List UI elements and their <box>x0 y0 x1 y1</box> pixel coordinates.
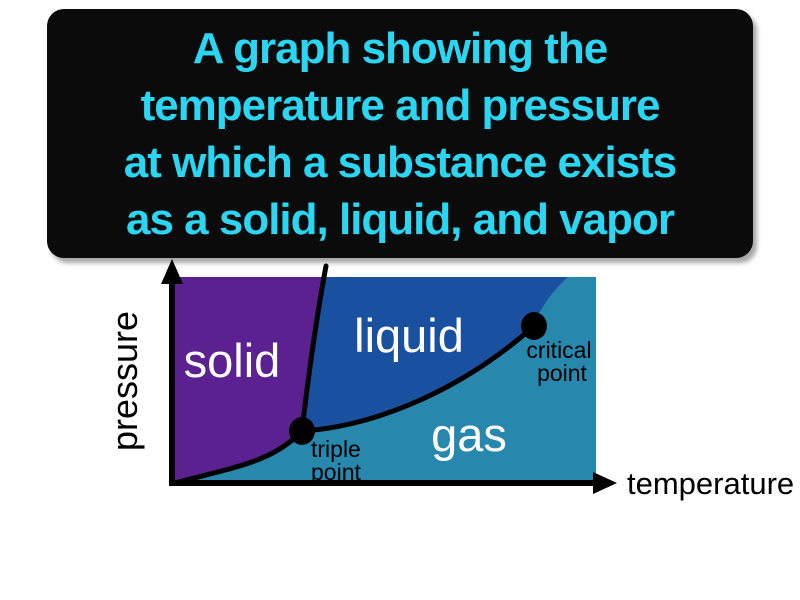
y-axis-title: pressure <box>104 311 145 451</box>
liquid-region-label: liquid <box>354 309 464 362</box>
definition-card: A graph showing the temperature and pres… <box>47 9 753 258</box>
solid-region-label: solid <box>184 334 281 387</box>
definition-line-2: temperature and pressure <box>140 80 661 130</box>
triple-point-label-line2: point <box>311 459 361 485</box>
y-axis-arrowhead-icon <box>161 259 183 284</box>
definition-line-4: as a solid, liquid, and vapor <box>125 194 675 244</box>
solid-region <box>175 277 323 483</box>
gas-region-label: gas <box>431 408 507 461</box>
critical-point-dot <box>521 312 547 340</box>
x-axis-title: temperature <box>627 466 794 501</box>
liquid-region <box>302 277 568 431</box>
x-axis-arrowhead-icon <box>593 472 617 494</box>
triple-point-dot <box>289 417 315 445</box>
triple-point-label-line1: triple <box>311 436 361 462</box>
definition-line-3: at which a substance exists <box>123 137 678 187</box>
vaporization-curve <box>299 324 536 434</box>
definition-line-1: A graph showing the <box>192 23 608 73</box>
critical-point-label-line2: point <box>537 360 587 386</box>
critical-point-label-line1: critical <box>526 337 591 363</box>
